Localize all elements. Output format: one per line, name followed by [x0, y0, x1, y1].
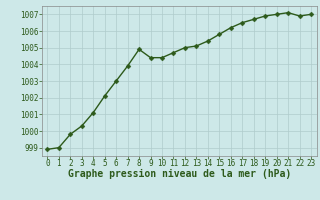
X-axis label: Graphe pression niveau de la mer (hPa): Graphe pression niveau de la mer (hPa): [68, 169, 291, 179]
